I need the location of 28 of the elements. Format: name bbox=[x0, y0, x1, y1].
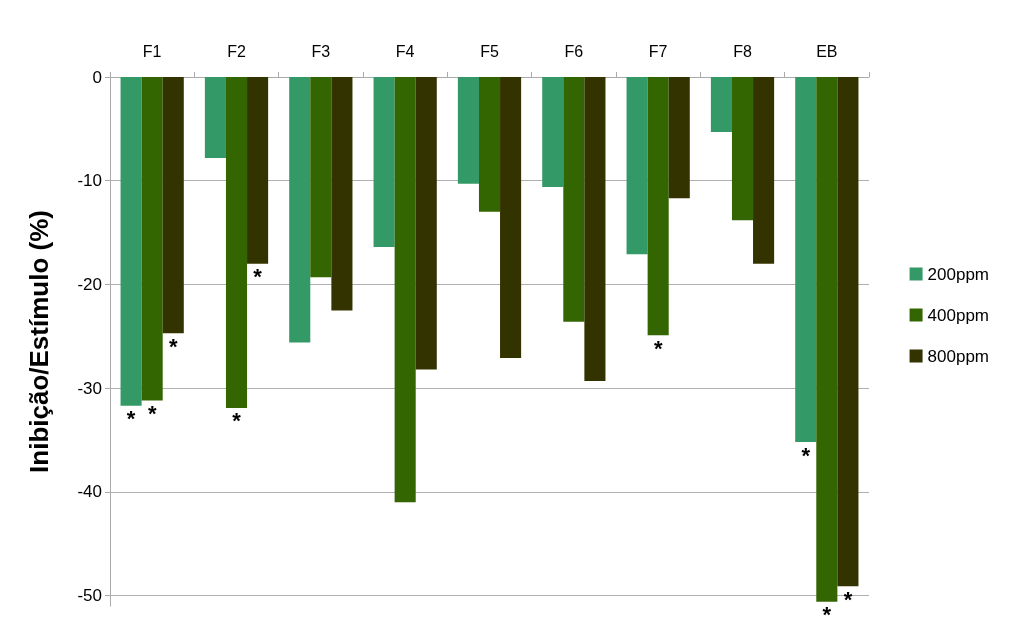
x-tick-label: F2 bbox=[227, 42, 246, 60]
data-label: * bbox=[653, 335, 663, 361]
legend-label: 200ppm bbox=[927, 264, 989, 284]
x-tick-label: F5 bbox=[480, 42, 499, 60]
y-tick-label: 0 bbox=[92, 67, 102, 87]
y-tick-label: -10 bbox=[77, 171, 102, 191]
x-tick-label: EB bbox=[816, 42, 838, 60]
x-tick-label: F6 bbox=[564, 42, 584, 60]
y-tick-label: -50 bbox=[77, 586, 102, 606]
data-label: * bbox=[843, 586, 853, 612]
data-label: * bbox=[126, 406, 136, 432]
y-tick-label: -40 bbox=[77, 482, 102, 502]
y-tick-label: -30 bbox=[77, 378, 102, 398]
x-tick-label: F7 bbox=[648, 42, 668, 60]
data-label: * bbox=[822, 602, 832, 628]
x-tick-label: F8 bbox=[733, 42, 752, 60]
data-label: * bbox=[147, 401, 157, 427]
y-axis-title: Inibição/Estímulo (%) bbox=[24, 210, 54, 473]
x-tick-label: F3 bbox=[311, 42, 331, 60]
x-tick-label: F4 bbox=[395, 42, 415, 60]
data-label: * bbox=[253, 264, 263, 290]
data-label: * bbox=[232, 408, 242, 434]
legend-label: 400ppm bbox=[927, 305, 989, 325]
data-label: * bbox=[168, 333, 178, 359]
y-tick-label: -20 bbox=[77, 274, 102, 294]
legend-label: 800ppm bbox=[927, 346, 989, 366]
data-label: * bbox=[801, 442, 811, 468]
x-tick-label: F1 bbox=[142, 42, 162, 60]
